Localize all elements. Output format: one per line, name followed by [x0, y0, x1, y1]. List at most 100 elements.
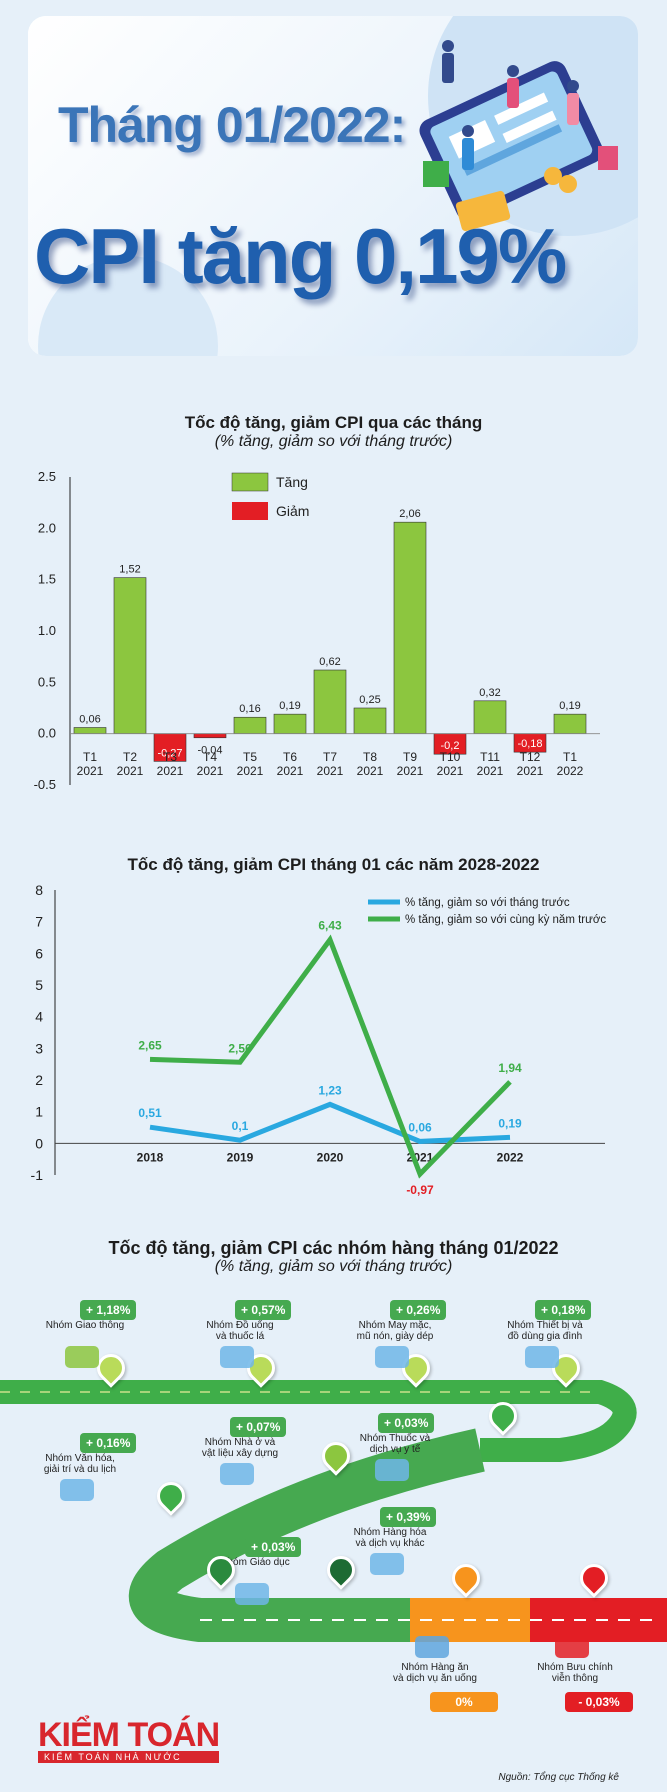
legend-label: Tăng: [276, 474, 308, 490]
y-tick-label: 3: [35, 1040, 43, 1056]
data-label: 0,19: [559, 700, 580, 712]
y-tick-label: 1.5: [38, 572, 56, 587]
legend-label: % tăng, giảm so với cùng kỳ năm trước: [405, 914, 606, 926]
group-label: Nhóm Bưu chính viễn thông: [537, 1662, 613, 1684]
location-pin-icon: [321, 1550, 361, 1590]
x-tick-label: T5: [243, 750, 257, 764]
tv-icon: [525, 1346, 559, 1368]
location-pin-icon: [151, 1476, 191, 1516]
y-tick-label: 5: [35, 977, 43, 993]
group-label: Nhóm Nhà ở và vật liệu xây dựng: [201, 1437, 279, 1459]
bar: [393, 521, 427, 734]
coin-icon: [559, 175, 577, 193]
bag-icon: [423, 161, 449, 187]
x-tick-label: 2021: [437, 764, 464, 778]
legend-label: % tăng, giảm so với tháng trước: [405, 897, 570, 909]
x-tick-label: T8: [363, 750, 377, 764]
header-banner: Tháng 01/2022: CPI tăng 0,19%: [28, 16, 638, 356]
cart-icon: [370, 1553, 404, 1575]
data-label-group: -0,18: [517, 738, 542, 750]
group-value-badge: + 0,07%: [230, 1417, 287, 1437]
group-label: Nhóm May mặc, mũ nón, giày dép: [356, 1320, 434, 1342]
shirt-icon: [375, 1346, 409, 1368]
location-pin-icon: [446, 1558, 486, 1598]
data-label: 0,62: [319, 656, 340, 668]
x-tick-label: 2022: [497, 1150, 524, 1164]
y-tick-label: 1: [35, 1104, 43, 1120]
bag-icon: [598, 146, 618, 170]
group-value-badge: + 0,57%: [235, 1300, 292, 1320]
bar: [113, 577, 147, 734]
data-label: 0,32: [479, 687, 500, 699]
data-label: -0,97: [406, 1183, 434, 1197]
y-tick-label: 0.0: [38, 726, 56, 741]
beach-icon: [60, 1479, 94, 1501]
x-tick-label: T7: [323, 750, 337, 764]
chart1-subtitle: (% tăng, giảm so với tháng trước): [214, 433, 453, 450]
y-tick-label: 4: [35, 1009, 43, 1025]
x-tick-label: 2021: [477, 764, 504, 778]
x-tick-label: T10: [440, 750, 461, 764]
card-icon: [455, 190, 511, 232]
bottle-icon: [220, 1346, 254, 1368]
data-label: 0,1: [232, 1119, 249, 1133]
series-line-yoy: [149, 934, 512, 1179]
chart2-title: Tốc độ tăng, giảm CPI tháng 01 các năm 2…: [127, 855, 540, 874]
group-label: Nhóm Đồ uống và thuốc lá: [206, 1320, 274, 1342]
group-label: Nhóm Giao thông: [45, 1320, 125, 1331]
bar: [353, 707, 387, 734]
x-tick-label: 2021: [77, 764, 104, 778]
data-label: 0,25: [359, 694, 380, 706]
location-pin-icon: [574, 1558, 614, 1598]
group-label: Nhóm Hàng ăn và dịch vụ ăn uống: [393, 1662, 477, 1684]
bar: [313, 669, 347, 734]
legend-swatch-increase: [231, 472, 269, 492]
legend-swatch-decrease: [232, 502, 268, 520]
data-label: 0,19: [279, 700, 300, 712]
data-label: 0,06: [408, 1120, 432, 1134]
data-label: -0,18: [517, 738, 542, 750]
brand-name: KIỂM TOÁN: [38, 1716, 220, 1754]
coin-icon: [544, 167, 562, 185]
data-label: 2,56: [228, 1041, 252, 1055]
data-label: 0,16: [239, 703, 260, 715]
y-tick-label: 0: [35, 1135, 43, 1151]
x-tick-label: T9: [403, 750, 417, 764]
group-label: Nhóm Thiết bị và đồ dùng gia đình: [507, 1320, 583, 1342]
x-tick-label: 2021: [277, 764, 304, 778]
bar-chart: 2.52.01.51.00.50.0-0.50,06T120211,52T220…: [34, 469, 600, 792]
data-label: 2,06: [399, 508, 420, 520]
data-label: 1,52: [119, 564, 140, 576]
x-tick-label: T4: [203, 750, 217, 764]
brand-tagline: KIỂM TOÁN NHÀ NƯỚC: [38, 1751, 220, 1763]
x-tick-label: T11: [480, 750, 500, 764]
y-tick-label: 1.0: [38, 623, 56, 638]
phone-icon: [419, 61, 604, 221]
x-tick-label: 2019: [227, 1150, 254, 1164]
group-label: Nhóm Thuốc và dịch vụ y tế: [359, 1433, 431, 1455]
x-tick-label: 2022: [557, 764, 584, 778]
food-icon: [415, 1636, 449, 1658]
data-label: -0,04: [197, 745, 222, 757]
y-tick-label: 8: [35, 882, 43, 898]
bg-circle: [38, 256, 218, 356]
data-label-group: -0,2: [441, 740, 460, 752]
data-label: 0,19: [498, 1116, 522, 1130]
bar: [153, 733, 187, 762]
group-label: Nhóm Văn hóa, giải trí và du lịch: [43, 1453, 117, 1475]
x-tick-label: 2021: [157, 764, 184, 778]
group-value-badge: + 0,03%: [245, 1537, 302, 1557]
group-value-badge: + 0,18%: [535, 1300, 592, 1320]
data-label: -0,2: [441, 740, 460, 752]
brand-logo: KIỂM TOÁN KIỂM TOÁN NHÀ NƯỚC: [38, 1716, 220, 1763]
x-tick-label: T12: [520, 750, 541, 764]
x-tick-label: 2021: [237, 764, 264, 778]
data-label: 0,06: [79, 714, 100, 726]
x-tick-label: T3: [163, 750, 177, 764]
header-line1: Tháng 01/2022:: [58, 97, 406, 153]
location-pin-icon: [483, 1396, 523, 1436]
x-tick-label: T1: [83, 750, 97, 764]
data-label: 2,65: [138, 1038, 162, 1052]
car-icon: [65, 1346, 99, 1368]
